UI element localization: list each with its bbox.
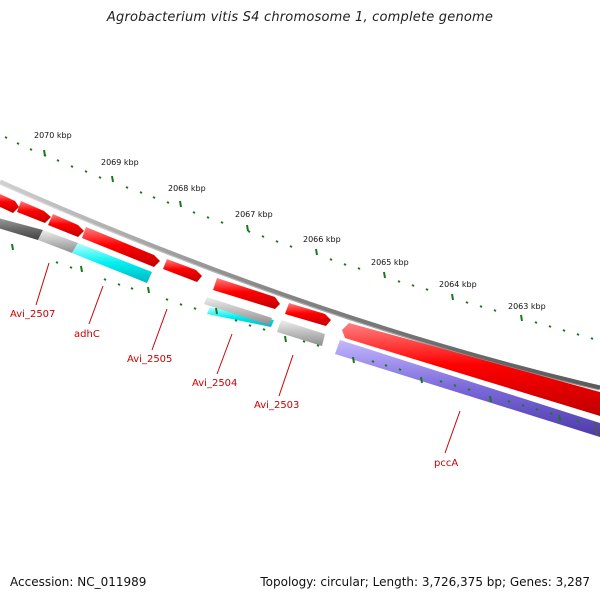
map-title: Agrobacterium vitis S4 chromosome 1, com… (106, 10, 494, 25)
gene-label-avi-2507: Avi_2507 (10, 309, 55, 320)
kbp-label-2064: 2064 kbp (439, 280, 477, 289)
gene-forward-5 (163, 259, 202, 282)
gene-label-avi-2505: Avi_2505 (127, 354, 172, 365)
gene-avi-2507-bar (38, 230, 78, 253)
gene-forward-pcc (342, 323, 600, 416)
genome-summary-label: Topology: circular; Length: 3,726,375 bp… (260, 575, 590, 589)
accession-label: Accession: NC_011989 (10, 575, 147, 589)
kbp-label-2065: 2065 kbp (371, 258, 409, 267)
kbp-label-2063: 2063 kbp (508, 302, 546, 311)
gene-pccA-bar (335, 340, 600, 437)
gene-leader-lines (35, 262, 461, 454)
inner-tick-arc (55, 261, 580, 423)
gene-avi-2504-gray (204, 297, 272, 325)
gene-forward-3 (48, 214, 84, 237)
gene-forward-2 (17, 201, 51, 223)
genome-backbone (0, 179, 600, 391)
gene-avi-2508-dark (0, 218, 43, 240)
reverse-strand-genes (0, 218, 600, 437)
inner-major-ticks (11, 243, 561, 422)
gene-label-pccA: pccA (434, 458, 458, 469)
kbp-label-2066: 2066 kbp (303, 235, 341, 244)
gene-forward-7 (285, 303, 331, 326)
kbp-label-2070: 2070 kbp (34, 131, 72, 140)
gene-label-adhC: adhC (74, 329, 100, 340)
kbp-label-2068: 2068 kbp (168, 184, 206, 193)
forward-strand-genes (0, 193, 600, 416)
gene-label-avi-2504: Avi_2504 (192, 378, 237, 389)
major-tick-marks (43, 149, 523, 322)
gene-forward-6 (213, 278, 280, 309)
kbp-label-2069: 2069 kbp (101, 158, 139, 167)
gene-forward-1 (0, 193, 19, 213)
gene-label-avi-2503: Avi_2503 (254, 400, 299, 411)
kbp-label-2067: 2067 kbp (235, 210, 273, 219)
gene-adhC-bar (72, 243, 152, 283)
gene-avi-2503-bar (277, 320, 325, 346)
gene-avi-2504-cyan (207, 307, 274, 327)
gene-forward-4 (82, 227, 160, 267)
